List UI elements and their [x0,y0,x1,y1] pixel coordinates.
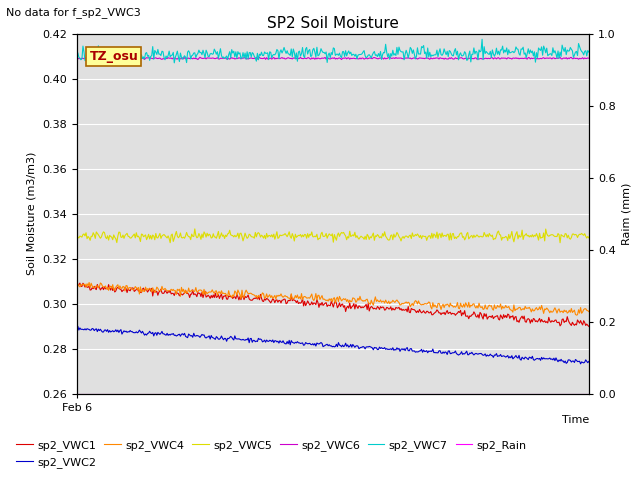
sp2_VWC7 [478,36,486,42]
sp2_VWC6 [575,56,582,62]
sp2_VWC6 [317,56,325,61]
sp2_VWC7 [351,53,358,59]
Line: sp2_VWC4: sp2_VWC4 [77,283,589,315]
Legend: sp2_VWC1, sp2_VWC2, sp2_VWC4, sp2_VWC5, sp2_VWC6, sp2_VWC7, sp2_Rain: sp2_VWC1, sp2_VWC2, sp2_VWC4, sp2_VWC5, … [12,436,531,472]
sp2_VWC2 [573,359,581,364]
sp2_VWC2 [585,359,593,364]
sp2_VWC7 [379,52,387,58]
sp2_VWC2 [351,345,358,350]
sp2_VWC4 [493,302,501,308]
sp2_VWC7 [131,61,138,67]
sp2_VWC1 [76,280,84,286]
sp2_VWC4 [575,307,582,312]
sp2_VWC7 [575,41,582,47]
sp2_VWC4 [351,296,358,302]
sp2_VWC5 [556,240,564,246]
sp2_Rain [319,391,327,396]
sp2_Rain [378,391,385,396]
sp2_VWC5 [191,226,198,232]
sp2_VWC1 [317,302,325,308]
sp2_VWC1 [73,282,81,288]
sp2_VWC6 [351,56,358,61]
sp2_Rain [573,391,580,396]
sp2_VWC4 [379,299,387,304]
sp2_VWC5 [351,229,358,235]
sp2_VWC1 [573,317,581,323]
sp2_Rain [350,391,358,396]
sp2_VWC1 [379,304,387,310]
sp2_VWC5 [73,231,81,237]
sp2_VWC2 [320,343,328,349]
Line: sp2_VWC1: sp2_VWC1 [77,283,589,326]
Y-axis label: Raim (mm): Raim (mm) [621,182,631,245]
Line: sp2_VWC7: sp2_VWC7 [77,39,589,64]
sp2_VWC5 [379,231,387,237]
sp2_VWC7 [73,51,81,57]
sp2_VWC4 [85,280,93,286]
sp2_VWC6 [386,54,394,60]
sp2_VWC4 [320,296,328,302]
sp2_Rain [316,391,324,396]
sp2_VWC4 [317,295,325,300]
sp2_VWC6 [320,55,328,61]
Title: SP2 Soil Moisture: SP2 Soil Moisture [267,16,399,31]
sp2_VWC2 [493,354,501,360]
sp2_VWC2 [317,340,325,346]
Text: TZ_osu: TZ_osu [90,50,138,63]
Y-axis label: Soil Moisture (m3/m3): Soil Moisture (m3/m3) [27,152,36,276]
sp2_VWC1 [493,313,501,319]
sp2_VWC5 [317,231,325,237]
sp2_VWC2 [577,361,584,367]
sp2_VWC7 [585,49,593,55]
sp2_VWC6 [379,55,387,61]
sp2_VWC6 [73,56,81,61]
sp2_VWC5 [585,235,593,240]
sp2_VWC6 [585,55,593,61]
Line: sp2_VWC2: sp2_VWC2 [77,326,589,364]
sp2_VWC7 [320,49,328,55]
sp2_Rain [585,391,593,396]
sp2_VWC2 [73,324,81,330]
sp2_VWC5 [575,232,582,238]
sp2_VWC6 [97,57,105,62]
sp2_VWC4 [585,309,593,314]
sp2_VWC1 [351,306,358,312]
sp2_VWC7 [317,46,325,51]
sp2_Rain [73,391,81,396]
sp2_VWC5 [493,229,501,235]
sp2_VWC2 [379,346,387,351]
Text: Time: Time [561,415,589,425]
sp2_VWC6 [495,55,502,60]
Line: sp2_VWC6: sp2_VWC6 [77,57,589,60]
sp2_VWC7 [495,48,502,54]
sp2_VWC1 [585,324,593,329]
sp2_Rain [493,391,500,396]
sp2_VWC5 [320,234,328,240]
sp2_VWC4 [573,312,580,318]
sp2_VWC2 [74,324,82,329]
sp2_VWC1 [320,301,328,307]
sp2_VWC4 [73,280,81,286]
Line: sp2_VWC5: sp2_VWC5 [77,229,589,243]
Text: No data for f_sp2_VWC3: No data for f_sp2_VWC3 [6,7,141,18]
